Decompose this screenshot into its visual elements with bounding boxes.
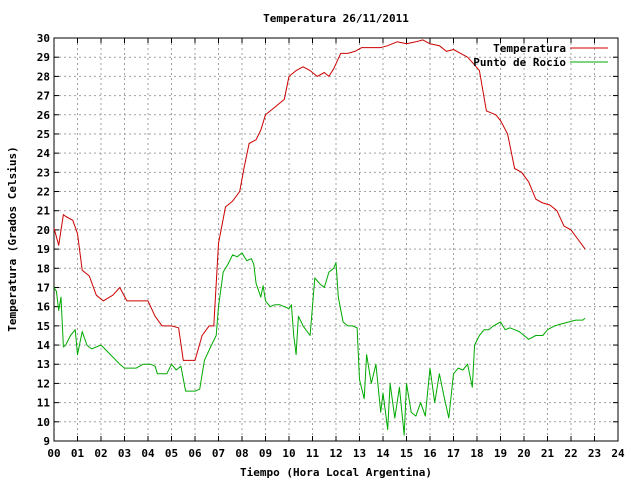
x-tick-label: 14 (376, 447, 390, 460)
x-tick-label: 03 (118, 447, 131, 460)
chart-title: Temperatura 26/11/2011 (263, 12, 409, 25)
y-tick-label: 28 (37, 70, 50, 83)
y-tick-label: 13 (37, 358, 50, 371)
series-lines (53, 39, 586, 436)
x-tick-label: 02 (94, 447, 107, 460)
y-tick-label: 11 (37, 397, 51, 410)
y-tick-label: 12 (37, 377, 50, 390)
y-tick-label: 22 (37, 186, 50, 199)
x-tick-label: 12 (329, 447, 342, 460)
x-tick-label: 06 (188, 447, 202, 460)
y-tick-label: 23 (37, 166, 50, 179)
y-tick-label: 14 (37, 339, 51, 352)
y-tick-label: 15 (37, 320, 50, 333)
grid-lines (54, 38, 618, 441)
x-tick-label: 13 (353, 447, 366, 460)
y-tick-label: 21 (37, 205, 51, 218)
y-tick-label: 18 (37, 262, 50, 275)
x-tick-label: 18 (470, 447, 483, 460)
y-tick-label: 26 (37, 109, 51, 122)
y-tick-label: 25 (37, 128, 50, 141)
x-tick-label: 19 (494, 447, 507, 460)
x-tick-label: 08 (235, 447, 248, 460)
x-tick-label: 04 (141, 447, 155, 460)
legend: Temperatura Punto de Rocío (473, 42, 608, 69)
x-tick-label: 16 (423, 447, 437, 460)
y-axis-label: Temperatura (Grados Celsius) (6, 146, 19, 331)
y-tick-label: 16 (37, 301, 51, 314)
x-tick-label: 01 (71, 447, 85, 460)
y-tick-label: 10 (37, 416, 50, 429)
y-tick-label: 27 (37, 90, 50, 103)
legend-label-punto-de-rocio: Punto de Rocío (473, 56, 566, 69)
x-tick-label: 11 (306, 447, 320, 460)
x-tick-label: 20 (517, 447, 530, 460)
series-line-punto-de-rocio (53, 252, 586, 436)
y-tick-label: 29 (37, 51, 50, 64)
y-tick-label: 24 (37, 147, 51, 160)
x-tick-label: 00 (47, 447, 60, 460)
y-tick-label: 9 (43, 435, 50, 448)
x-tick-label: 10 (282, 447, 295, 460)
legend-label-temperatura: Temperatura (493, 42, 566, 55)
x-tick-label: 23 (588, 447, 601, 460)
y-tick-label: 30 (37, 32, 50, 45)
x-tick-label: 05 (165, 447, 178, 460)
series-line-temperatura (53, 39, 586, 361)
y-tick-label: 20 (37, 224, 50, 237)
x-tick-label: 21 (541, 447, 555, 460)
y-tick-label: 19 (37, 243, 50, 256)
x-tick-label: 09 (259, 447, 272, 460)
y-tick-label: 17 (37, 281, 50, 294)
x-tick-label: 22 (564, 447, 577, 460)
x-tick-label: 24 (611, 447, 625, 460)
x-tick-label: 07 (212, 447, 225, 460)
x-axis-label: Tiempo (Hora Local Argentina) (240, 466, 432, 479)
x-tick-label: 17 (447, 447, 460, 460)
axis-ticks: 00 01 02 03 04 05 06 07 08 09 10 11 12 13 14 15 16 17 18 19… (37, 32, 625, 460)
x-tick-label: 15 (400, 447, 413, 460)
